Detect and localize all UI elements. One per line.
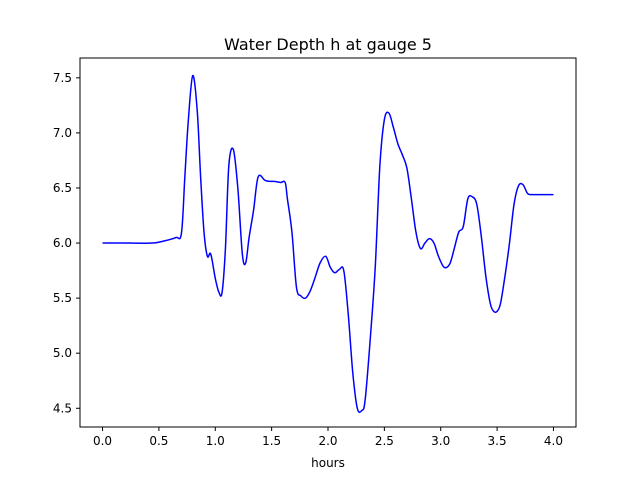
series-line [102, 74, 554, 413]
x-tick-label: 1.5 [262, 434, 281, 448]
y-tick-label: 5.5 [53, 291, 72, 305]
x-tick-label: 1.0 [206, 434, 225, 448]
y-tick-label: 6.5 [53, 181, 72, 195]
y-tick-label: 6.0 [53, 236, 72, 250]
x-tick-label: 2.0 [318, 434, 337, 448]
x-tick-label: 3.5 [488, 434, 507, 448]
x-tick-label: 0.0 [93, 434, 112, 448]
x-axis: 0.0 0.5 1.0 1.5 2.0 2.5 3.0 3.5 4.0 [93, 427, 563, 448]
x-tick-label: 4.0 [544, 434, 563, 448]
y-tick-label: 7.5 [53, 71, 72, 85]
x-tick-label: 3.0 [431, 434, 450, 448]
y-tick-label: 5.0 [53, 346, 72, 360]
y-tick-label: 4.5 [53, 401, 72, 415]
x-axis-label: hours [311, 456, 345, 470]
series-layer [102, 74, 554, 413]
chart-title: Water Depth h at gauge 5 [224, 35, 432, 54]
y-tick-label: 7.0 [53, 126, 72, 140]
x-tick-label: 2.5 [375, 434, 394, 448]
x-tick-label: 0.5 [149, 434, 168, 448]
y-axis: 4.5 5.0 5.5 6.0 6.5 7.0 7.5 [53, 71, 80, 415]
